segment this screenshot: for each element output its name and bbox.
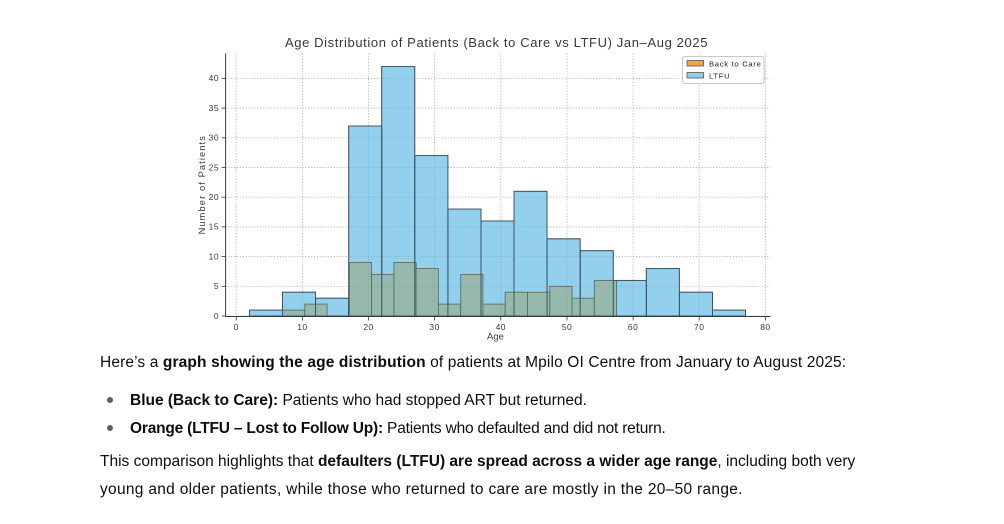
- svg-text:35: 35: [209, 103, 219, 113]
- svg-text:40: 40: [209, 73, 219, 83]
- svg-text:60: 60: [628, 322, 638, 332]
- svg-text:30: 30: [429, 322, 439, 332]
- svg-text:10: 10: [209, 251, 219, 261]
- svg-text:Number of Patients: Number of Patients: [197, 135, 207, 234]
- svg-text:30: 30: [209, 133, 219, 143]
- svg-text:50: 50: [562, 322, 572, 332]
- svg-text:15: 15: [209, 222, 219, 232]
- svg-text:40: 40: [496, 322, 506, 332]
- svg-text:70: 70: [694, 322, 704, 332]
- svg-text:LTFU: LTFU: [709, 71, 730, 80]
- svg-text:5: 5: [214, 281, 219, 291]
- svg-text:20: 20: [209, 192, 219, 202]
- svg-text:Age: Age: [487, 332, 504, 343]
- svg-text:0: 0: [234, 322, 239, 332]
- svg-text:80: 80: [760, 322, 770, 332]
- svg-text:Back to Care: Back to Care: [709, 59, 762, 68]
- svg-text:Age Distribution of Patients (: Age Distribution of Patients (Back to Ca…: [285, 35, 708, 50]
- svg-text:25: 25: [209, 162, 219, 172]
- svg-text:0: 0: [214, 311, 219, 321]
- svg-text:10: 10: [297, 322, 307, 332]
- svg-text:20: 20: [363, 322, 373, 332]
